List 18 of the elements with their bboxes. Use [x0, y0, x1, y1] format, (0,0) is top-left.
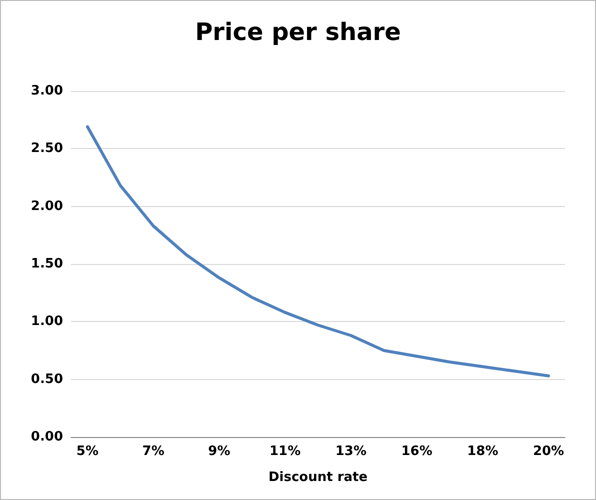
x-tick-label: 13%	[335, 444, 366, 459]
x-tick-label: 9%	[208, 444, 230, 459]
x-tick-label: 16%	[401, 444, 432, 459]
chart-title: Price per share	[195, 18, 401, 46]
x-tick-label: 5%	[76, 444, 99, 459]
x-tick-label: 11%	[270, 444, 301, 459]
line-series	[86, 125, 550, 378]
y-tick-label: 1.00	[30, 314, 63, 330]
y-tick-label: 3.00	[30, 84, 63, 98]
x-axis-title: Discount rate	[268, 470, 368, 485]
y-tick-label: 0.00	[30, 430, 63, 444]
x-tick-label: 7%	[142, 444, 164, 459]
y-tick-label: 1.50	[30, 256, 63, 272]
y-tick-label: 0.50	[30, 372, 63, 387]
y-tick-label: 2.50	[30, 141, 63, 156]
y-tick-label: 2.00	[30, 198, 63, 214]
x-tick-label: 20%	[532, 444, 564, 459]
x-tick-label: 18%	[467, 444, 498, 459]
